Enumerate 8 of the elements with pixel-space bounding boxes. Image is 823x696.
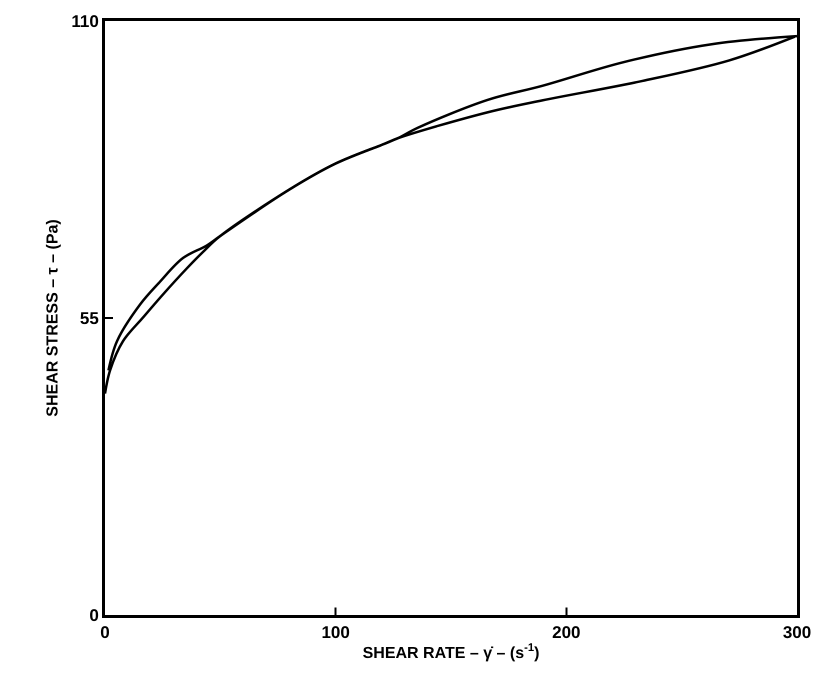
x-tick-label: 300 <box>782 623 812 642</box>
y-axis-title: SHEAR STRESS – τ – (Pa) <box>44 219 62 417</box>
y-tick-label: 55 <box>80 308 99 328</box>
y-tick-label: 110 <box>71 12 99 31</box>
x-axis-title: SHEAR RATE – γ̇ – (s$^{-1}$) <box>362 642 540 662</box>
y-tick-label: 0 <box>89 606 99 625</box>
x-tick-label: 200 <box>552 623 581 642</box>
x-tick-label: 100 <box>321 623 350 642</box>
